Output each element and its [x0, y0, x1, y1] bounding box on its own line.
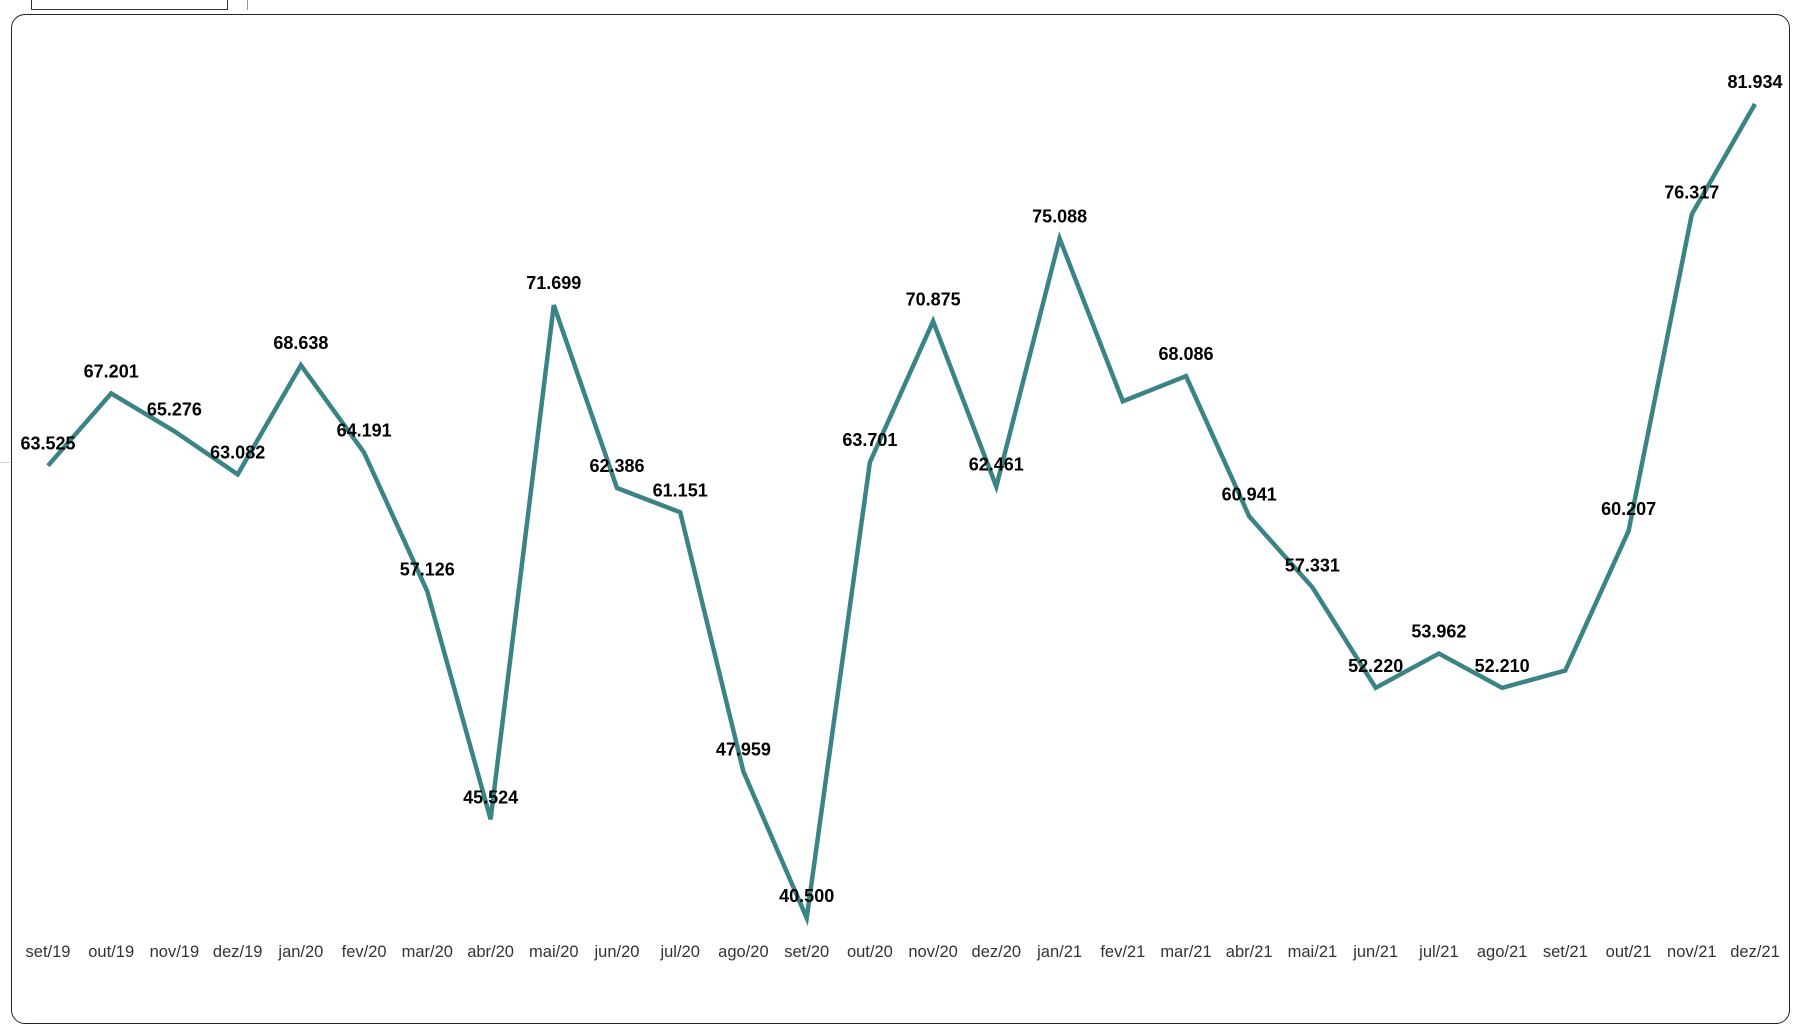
- data-label: 63.525: [20, 434, 75, 454]
- x-tick-label: abr/20: [467, 943, 514, 961]
- x-tick-label: abr/21: [1226, 943, 1273, 961]
- x-tick-label: ago/20: [718, 943, 768, 961]
- data-label: 53.962: [1411, 622, 1466, 642]
- data-label: 70.875: [906, 289, 961, 309]
- data-label: 81.934: [1727, 72, 1782, 92]
- x-tick-label: dez/21: [1730, 943, 1780, 961]
- data-label: 76.317: [1664, 182, 1719, 202]
- data-label: 62.386: [589, 456, 644, 476]
- line-chart: 63.525 67.201 65.276 63.082 68.638 64.191 57.1…: [20, 72, 1782, 961]
- data-label: 47.959: [716, 740, 771, 760]
- chart-frame: [11, 14, 1790, 1024]
- x-tick-label: out/20: [847, 943, 893, 961]
- data-label: 67.201: [84, 361, 139, 381]
- x-tick-label: nov/19: [150, 943, 200, 961]
- x-tick-label: nov/21: [1667, 943, 1717, 961]
- x-tick-label: nov/20: [908, 943, 958, 961]
- x-tick-label: out/19: [88, 943, 134, 961]
- x-tick-label: set/19: [26, 943, 71, 961]
- top-tab: [31, 0, 228, 10]
- data-label: 52.210: [1475, 656, 1530, 676]
- x-tick-label: dez/20: [972, 943, 1022, 961]
- data-label: 45.524: [463, 787, 518, 807]
- x-tick-label: jul/20: [659, 943, 699, 961]
- x-tick-label: mar/21: [1160, 943, 1211, 961]
- x-tick-label: mar/20: [402, 943, 453, 961]
- series-line: [46, 102, 1757, 927]
- data-label: 57.331: [1285, 555, 1340, 575]
- data-label: 57.126: [400, 559, 455, 579]
- x-tick-label: fev/20: [342, 943, 387, 961]
- x-tick-label: set/21: [1543, 943, 1588, 961]
- x-tick-label: jul/21: [1418, 943, 1458, 961]
- data-label: 75.088: [1032, 207, 1087, 227]
- x-tick-label: jun/21: [1352, 943, 1398, 961]
- top-tick: [247, 0, 248, 10]
- x-tick-label: ago/21: [1477, 943, 1527, 961]
- left-edge-line: [0, 462, 10, 463]
- data-label: 68.086: [1158, 344, 1213, 364]
- data-label: 60.941: [1222, 484, 1277, 504]
- x-tick-label: dez/19: [213, 943, 263, 961]
- x-tick-label: mai/21: [1288, 943, 1338, 961]
- x-tick-label: jun/20: [594, 943, 640, 961]
- data-label: 63.701: [842, 430, 897, 450]
- data-label: 52.220: [1348, 656, 1403, 676]
- x-tick-label: set/20: [784, 943, 829, 961]
- data-label: 68.638: [273, 333, 328, 353]
- data-label: 62.461: [969, 455, 1024, 475]
- data-label: 61.151: [653, 480, 708, 500]
- x-tick-label: jan/21: [1036, 943, 1082, 961]
- x-tick-label: mai/20: [529, 943, 579, 961]
- data-label: 63.082: [210, 442, 265, 462]
- x-tick-label: out/21: [1606, 943, 1652, 961]
- data-label: 65.276: [147, 399, 202, 419]
- data-label: 71.699: [526, 273, 581, 293]
- data-label: 40.500: [779, 886, 834, 906]
- data-label: 64.191: [337, 421, 392, 441]
- x-tick-label: jan/20: [277, 943, 323, 961]
- x-tick-label: fev/21: [1100, 943, 1145, 961]
- data-label: 60.207: [1601, 499, 1656, 519]
